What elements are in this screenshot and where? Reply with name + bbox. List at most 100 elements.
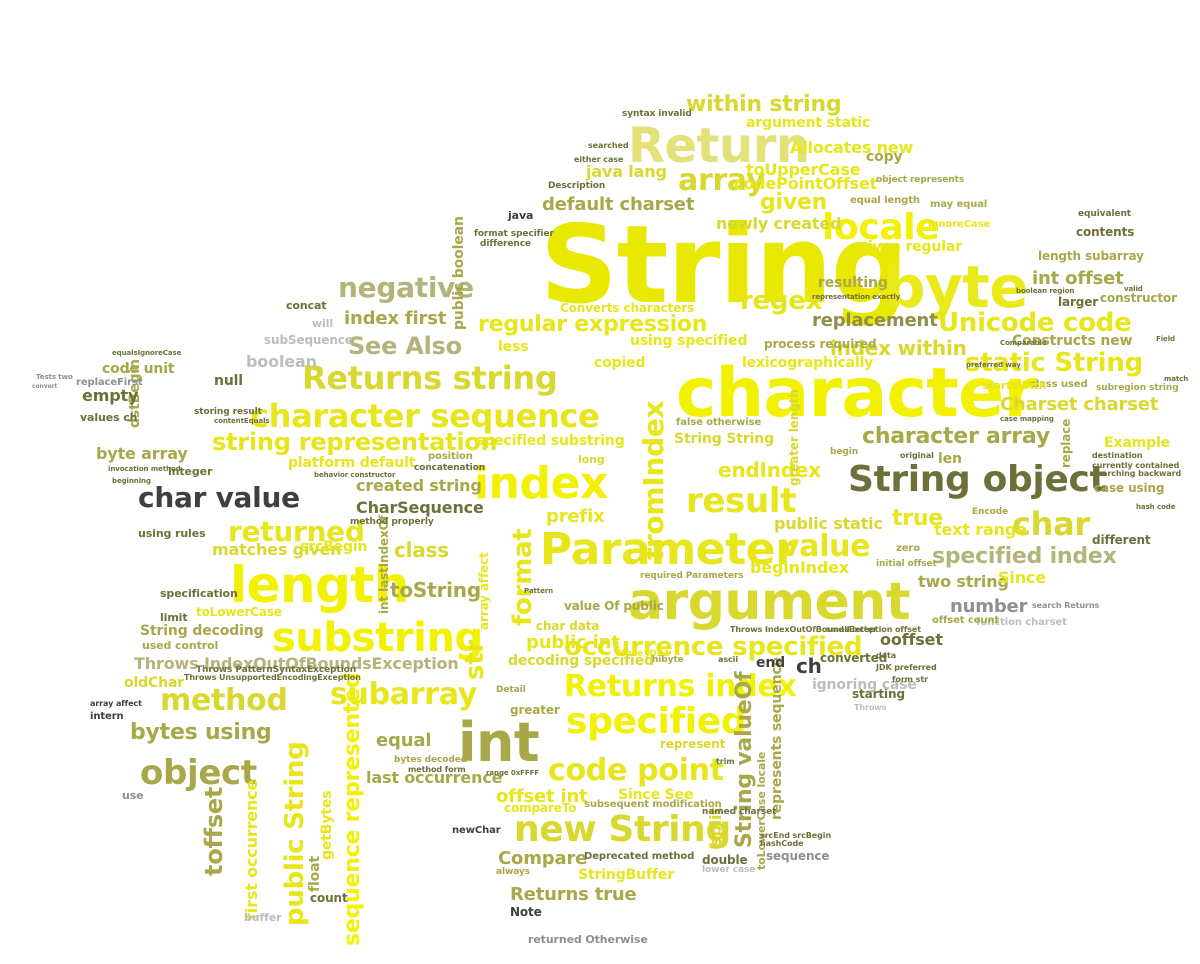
word-ascii: ascii bbox=[718, 655, 738, 664]
word-format: format bbox=[508, 528, 538, 626]
word-default-charset: default charset bbox=[542, 194, 695, 215]
word-touppercase: toUpperCase bbox=[746, 160, 861, 179]
word-jdk-preferred: JDK preferred bbox=[876, 663, 937, 672]
word-since-jdk1: Since JDK1 bbox=[616, 649, 670, 659]
word-platform-default: platform default bbox=[288, 455, 416, 471]
word-initial-offset: initial offset bbox=[876, 559, 937, 569]
word-length: length bbox=[230, 556, 409, 614]
word-equal: equal bbox=[376, 730, 432, 751]
word-codepointoffset: codePointOffset bbox=[734, 174, 878, 193]
word-larger: larger bbox=[1058, 295, 1099, 309]
word-method-properly: method properly bbox=[350, 517, 434, 527]
word-last-occurrence: last occurrence bbox=[366, 768, 503, 787]
word-currently-contained: currently contained bbox=[1092, 461, 1180, 470]
word-represent: represent bbox=[660, 737, 726, 751]
word-static-string: static String bbox=[965, 348, 1143, 378]
word-str: str bbox=[460, 640, 490, 680]
word-beginning: beginning bbox=[112, 477, 151, 485]
word-subsequence: subSequence bbox=[264, 333, 353, 347]
word-searching-backward: searching backward bbox=[1092, 469, 1182, 478]
word-float: float bbox=[307, 856, 323, 892]
word-returned: returned bbox=[228, 515, 365, 548]
word-throws: Throws bbox=[854, 703, 887, 712]
word-fromindex: fromIndex bbox=[637, 400, 670, 560]
word-will: will bbox=[312, 317, 334, 330]
word-concatenation: concatenation bbox=[414, 463, 486, 473]
word-since: Since bbox=[998, 568, 1046, 587]
word-parameter: Parameter bbox=[540, 524, 797, 575]
word-small-letter: small letter bbox=[826, 625, 877, 634]
word-intern: intern bbox=[90, 711, 124, 722]
word-newchar: newChar bbox=[452, 825, 501, 836]
word-valueof-public: value Of public bbox=[564, 599, 664, 613]
word-decoding-specified: decoding specified bbox=[508, 653, 654, 669]
word-ignoring-case: ignoring case bbox=[812, 677, 917, 693]
word-boolean-region: boolean region bbox=[1016, 287, 1075, 295]
word-constructs-new: Constructs new bbox=[1012, 333, 1133, 349]
word-used-control: used control bbox=[142, 639, 219, 652]
word-equivalent: equivalent bbox=[1078, 209, 1131, 219]
word-different: different bbox=[1092, 533, 1151, 547]
word-java: java bbox=[508, 209, 534, 222]
word-prefix: prefix bbox=[546, 506, 605, 527]
word-string-decoding: String decoding bbox=[140, 623, 264, 639]
word-may-equal: may equal bbox=[930, 199, 988, 210]
word-negative: negative bbox=[338, 271, 474, 304]
word-return: Return bbox=[628, 118, 810, 174]
word-hash-code: hash code bbox=[1136, 503, 1176, 511]
word-match: match bbox=[1164, 375, 1189, 383]
word-tolowercase: toLowerCase bbox=[196, 605, 282, 619]
word-len: len bbox=[938, 451, 962, 467]
word-hibyte: hibyte bbox=[652, 655, 684, 665]
word-difference: difference bbox=[480, 239, 531, 249]
word-character-sequence: character sequence bbox=[250, 397, 600, 435]
word-lower-case: lower case bbox=[702, 865, 756, 875]
word-throws-ioobe: Throws IndexOutOfBoundsException bbox=[134, 654, 459, 673]
word-byte: byte bbox=[884, 253, 1029, 321]
word-convert: convert bbox=[32, 383, 58, 390]
word-behavior-constructor: behavior constructor bbox=[314, 471, 396, 479]
word-deprecated-method: Deprecated method bbox=[584, 851, 695, 862]
word-string: String bbox=[540, 203, 909, 328]
word-throws-uee: Throws UnsupportedEncodingException bbox=[184, 673, 361, 682]
word-toffset: toffset bbox=[200, 786, 228, 876]
word-required-parameters: required Parameters bbox=[640, 571, 744, 581]
word-detail: Detail bbox=[496, 685, 526, 695]
word-character-array: character array bbox=[862, 424, 1050, 449]
word-buffer: buffer bbox=[244, 911, 282, 924]
word-replace: replace bbox=[1059, 418, 1073, 468]
word-code-point: code point bbox=[548, 753, 724, 788]
word-index-first: index first bbox=[344, 308, 447, 329]
word-throws-ioobe-offset: Throws IndexOutOfBoundsException offset bbox=[730, 625, 922, 634]
word-returned-otherwise: returned Otherwise bbox=[528, 933, 648, 946]
word-occurrence-specified: occurrence specified bbox=[564, 632, 863, 662]
word-converts-characters: Converts characters bbox=[560, 301, 695, 315]
word-srcend-srcbegin: srcEnd srcBegin bbox=[760, 831, 832, 840]
word-returns-index: Returns index bbox=[564, 669, 797, 704]
word-process-required: process required bbox=[764, 337, 877, 351]
word-greater: greater bbox=[510, 703, 560, 717]
word-starting: starting bbox=[852, 687, 905, 701]
word-method: method bbox=[160, 683, 288, 718]
word-count: count bbox=[310, 891, 348, 905]
word-trim: trim bbox=[716, 757, 735, 766]
word-converted: converted bbox=[820, 651, 888, 665]
word-contentequals: contentEquals bbox=[214, 417, 270, 425]
word-argument: argument bbox=[628, 572, 911, 632]
word-replacement: replacement bbox=[812, 310, 938, 331]
word-locale: locale bbox=[822, 207, 940, 248]
word-end: end bbox=[756, 655, 786, 671]
word-zero: zero bbox=[896, 543, 921, 554]
word-equalsignorecase: equalsIgnoreCase bbox=[112, 349, 182, 357]
word-specified-index: specified index bbox=[932, 544, 1117, 569]
word-boolean: boolean bbox=[246, 352, 317, 371]
word-description: Description bbox=[548, 181, 606, 191]
word-created-string: created string bbox=[356, 476, 482, 495]
word-array: array bbox=[678, 163, 766, 198]
word-ignorecase: ignoreCase bbox=[928, 219, 991, 230]
word-number: number bbox=[950, 596, 1028, 617]
word-substring: substring bbox=[272, 615, 483, 661]
word-string-object: String object bbox=[848, 459, 1107, 500]
word-use: use bbox=[122, 789, 144, 802]
